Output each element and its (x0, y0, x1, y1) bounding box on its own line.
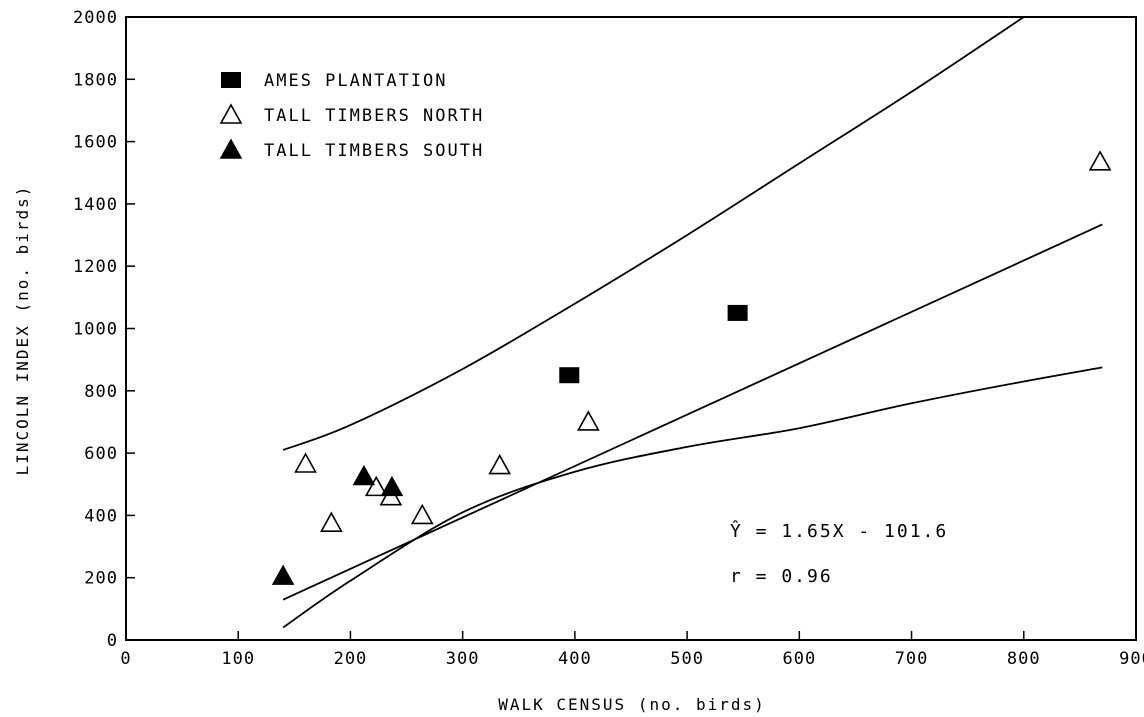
y-tick-label: 200 (84, 569, 118, 589)
x-tick-label: 200 (334, 649, 368, 669)
y-tick-label: 400 (84, 506, 118, 526)
y-tick-label: 0 (107, 631, 118, 651)
y-tick-label: 2000 (73, 8, 118, 28)
y-tick-label: 1200 (73, 257, 118, 277)
x-axis: 0 100 200 300 400 500 600 700 800 900 (120, 631, 1144, 669)
x-tick-label: 700 (895, 649, 929, 669)
data-point (364, 475, 388, 497)
data-point (271, 564, 295, 585)
legend: AMES PLANTATION TALL TIMBERS NORTH TALL TI… (219, 71, 484, 161)
y-tick-label: 800 (84, 382, 118, 402)
upper-confidence-band (282, 16, 1025, 451)
y-tick-label: 600 (84, 444, 118, 464)
data-point (294, 452, 317, 473)
y-axis-title: LINCOLN INDEX (no. birds) (13, 185, 32, 476)
data-point (320, 511, 343, 532)
data-point (410, 503, 434, 525)
data-point (1088, 150, 1112, 171)
correlation-coefficient: r = 0.96 (730, 566, 833, 587)
x-tick-label: 500 (670, 649, 704, 669)
x-tick-label: 300 (446, 649, 480, 669)
legend-label: AMES PLANTATION (264, 71, 448, 91)
x-tick-label: 600 (782, 649, 816, 669)
data-point (576, 410, 600, 431)
x-tick-label: 0 (120, 649, 131, 669)
data-point (727, 304, 748, 321)
y-tick-label: 1600 (73, 133, 118, 153)
regression-curves (282, 16, 1103, 629)
data-points (271, 150, 1112, 585)
legend-marker (221, 72, 241, 88)
data-point (380, 475, 404, 497)
data-point (559, 367, 580, 384)
regression-line (282, 223, 1103, 601)
x-axis-title: WALK CENSUS (no. birds) (498, 695, 766, 714)
x-tick-label: 100 (221, 649, 255, 669)
legend-label: TALL TIMBERS SOUTH (264, 141, 484, 161)
legend-marker (219, 138, 243, 159)
x-tick-label: 900 (1119, 649, 1144, 669)
y-tick-label: 1800 (73, 70, 118, 90)
lower-confidence-band (282, 366, 1103, 629)
data-point (488, 453, 512, 475)
x-tick-label: 800 (1007, 649, 1041, 669)
y-axis: 0 200 400 600 800 1000 1200 1400 1600 1800 2000 (73, 8, 135, 651)
y-tick-label: 1000 (73, 320, 118, 340)
data-point (352, 464, 376, 486)
legend-label: TALL TIMBERS NORTH (264, 106, 484, 126)
regression-equation: Ŷ = 1.65X - 101.6 (730, 520, 948, 542)
y-tick-label: 1400 (73, 195, 118, 215)
x-tick-label: 400 (558, 649, 592, 669)
legend-marker (219, 103, 243, 124)
